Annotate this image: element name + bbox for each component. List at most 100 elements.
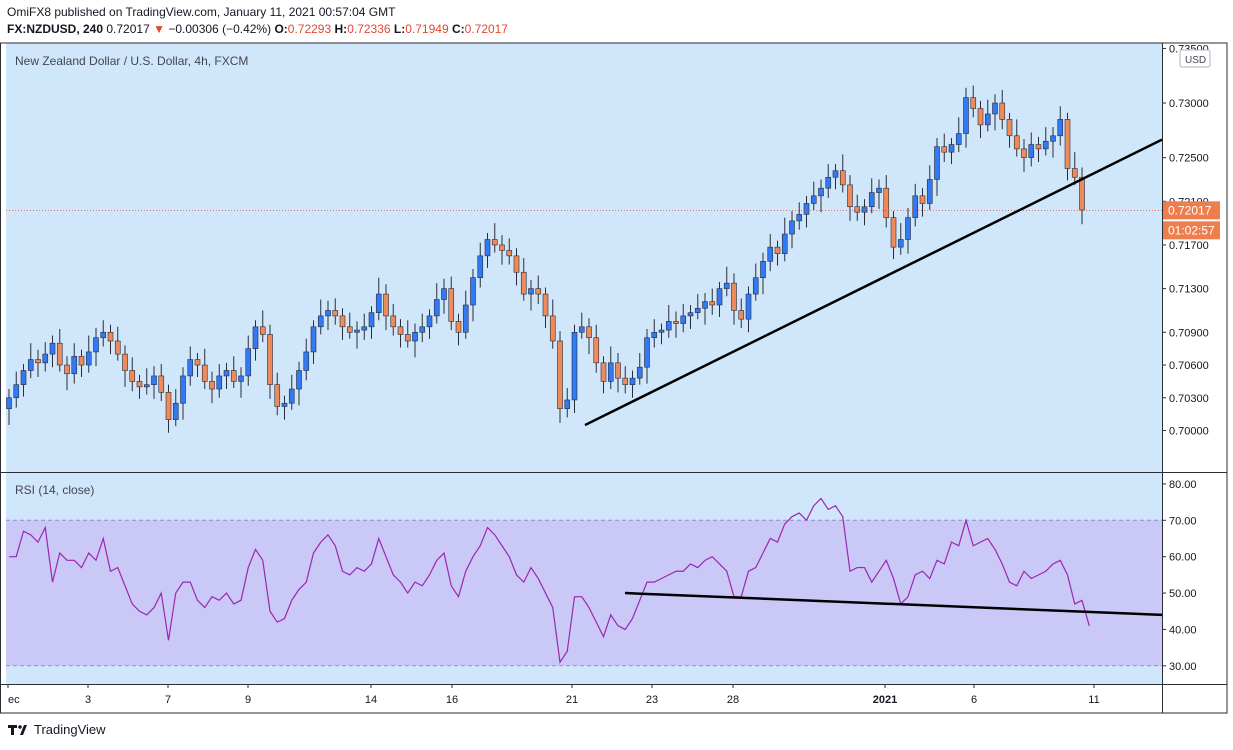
candle-body xyxy=(71,355,78,375)
candle-body xyxy=(332,310,339,317)
up-candle xyxy=(303,338,310,381)
down-candle xyxy=(267,324,273,399)
candle-body xyxy=(629,377,636,385)
candle-body xyxy=(404,334,411,342)
up-candle xyxy=(93,327,99,367)
candle-body xyxy=(832,170,839,178)
candle-body xyxy=(383,293,389,317)
down-candle xyxy=(542,287,549,328)
candle-body xyxy=(912,195,919,218)
x-tick-label: 11 xyxy=(1088,694,1099,706)
candle-body xyxy=(818,187,824,197)
down-candle xyxy=(520,258,527,301)
down-candle xyxy=(107,324,114,355)
up-candle xyxy=(861,199,868,226)
candle-body xyxy=(288,388,295,404)
up-candle xyxy=(767,234,774,272)
candle-body xyxy=(375,293,382,313)
candle-body xyxy=(1050,135,1056,142)
up-candle xyxy=(680,303,687,333)
up-candle xyxy=(252,320,259,361)
candle-body xyxy=(419,326,426,333)
down-candle xyxy=(78,349,85,378)
down-candle xyxy=(890,211,897,260)
candle-body xyxy=(731,282,737,311)
candle-body xyxy=(455,321,462,333)
candle-body xyxy=(564,399,571,409)
down-candle xyxy=(1013,119,1020,157)
up-candle xyxy=(694,294,701,320)
down-candle xyxy=(586,318,592,355)
x-tick-label: 7 xyxy=(165,694,171,706)
last-price-tag-label: 0.72017 xyxy=(1168,203,1212,217)
up-candle xyxy=(636,353,643,385)
x-tick-label: 14 xyxy=(365,694,377,706)
tradingview-brand[interactable]: TradingView xyxy=(34,722,106,737)
down-candle xyxy=(593,324,600,373)
candle-body xyxy=(397,326,404,335)
x-tick-label: ec xyxy=(8,694,20,706)
candle-body xyxy=(644,337,650,368)
candle-body xyxy=(85,351,92,366)
candle-body xyxy=(542,293,549,317)
up-candle xyxy=(354,321,360,349)
rsi-y-tick-label: 60.00 xyxy=(1169,552,1197,564)
close-label: C: xyxy=(451,22,465,36)
rsi-y-tick-label: 40.00 xyxy=(1169,624,1197,636)
up-candle xyxy=(571,324,578,414)
high-label: H: xyxy=(334,22,348,36)
candle-body xyxy=(93,337,99,353)
candle-body xyxy=(673,321,679,324)
up-candle xyxy=(803,195,810,228)
up-candle xyxy=(100,320,107,347)
up-candle xyxy=(897,223,904,255)
candle-body xyxy=(201,364,208,382)
down-candle xyxy=(1071,152,1078,185)
x-tick-label: 28 xyxy=(727,694,739,706)
open-value: 0.72293 xyxy=(287,22,332,36)
candle-body xyxy=(310,326,317,353)
down-candle xyxy=(201,348,208,390)
down-candle xyxy=(847,175,853,221)
candle-body xyxy=(796,214,803,222)
down-candle xyxy=(491,223,498,253)
down-candle xyxy=(1079,167,1085,225)
down-candle xyxy=(404,320,411,348)
up-candle xyxy=(926,165,933,211)
candle-body xyxy=(970,97,977,109)
down-candle xyxy=(738,298,745,328)
up-candle xyxy=(151,366,157,399)
rsi-trendline xyxy=(624,591,1163,617)
down-candle xyxy=(839,154,846,193)
candle-body xyxy=(13,384,20,399)
candle-body xyxy=(955,133,962,145)
up-candle xyxy=(27,343,34,379)
up-candle xyxy=(412,323,418,358)
up-candle xyxy=(629,370,636,398)
candle-body xyxy=(325,310,331,317)
down-candle xyxy=(455,313,462,346)
candle-body xyxy=(390,315,397,328)
candle-body xyxy=(622,377,629,385)
up-candle xyxy=(462,290,469,339)
candle-body xyxy=(723,282,730,289)
up-candle xyxy=(868,178,875,214)
price-y-tick-label: 0.70600 xyxy=(1169,360,1209,372)
candle-body xyxy=(919,195,926,204)
price-y-tick-label: 0.73000 xyxy=(1169,98,1209,110)
up-candle xyxy=(288,374,295,410)
up-candle xyxy=(281,395,288,420)
candle-body xyxy=(687,312,694,317)
down-candle xyxy=(122,345,128,387)
up-candle xyxy=(934,137,940,196)
up-candle xyxy=(984,99,991,132)
up-candle xyxy=(905,207,911,254)
down-candle xyxy=(165,384,172,433)
up-candle xyxy=(702,292,708,325)
candle-body xyxy=(615,362,621,379)
candle-body xyxy=(984,113,991,126)
down-candle xyxy=(600,356,607,394)
down-candle xyxy=(448,276,455,331)
candle-body xyxy=(412,331,418,342)
